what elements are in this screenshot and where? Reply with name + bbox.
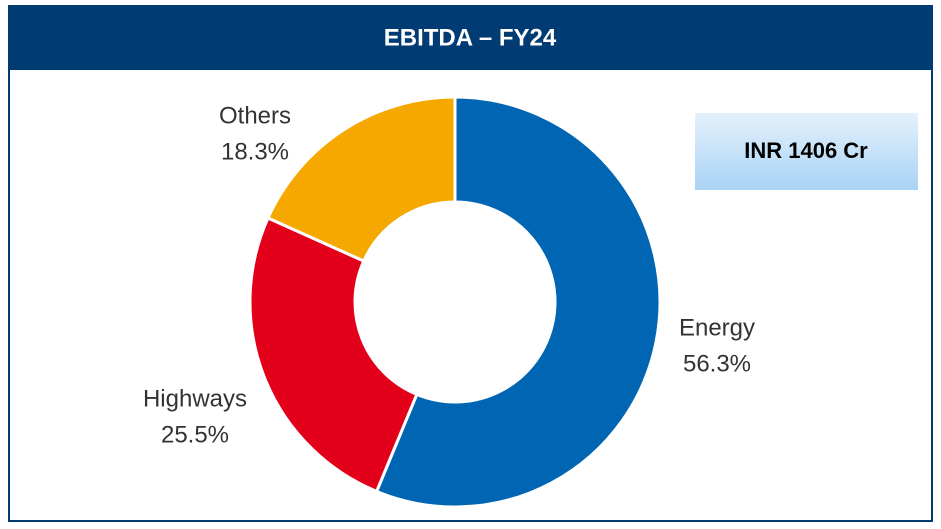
donut-slice: [266, 95, 457, 264]
slice-value: 18.3%: [221, 138, 289, 165]
donut-slice: [248, 216, 419, 494]
slice-label: Energy: [679, 314, 755, 341]
slice-label: Others: [219, 102, 291, 129]
slice-value: 25.5%: [161, 421, 229, 448]
chart-title: EBITDA – FY24: [384, 24, 557, 51]
slice-value: 56.3%: [683, 350, 751, 377]
donut-slice: [374, 95, 662, 509]
header-bar: [9, 6, 932, 70]
annotation: INR 1406 Cr: [744, 138, 868, 163]
slice-label: Highways: [143, 385, 247, 412]
annotation-box: [695, 113, 918, 190]
